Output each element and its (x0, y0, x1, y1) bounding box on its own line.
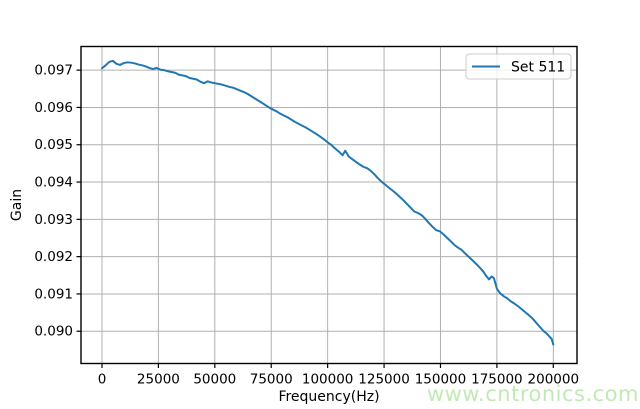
y-tick-label: 0.090 (34, 324, 73, 340)
axes-frame (80, 45, 578, 365)
x-tick-label: 200000 (528, 372, 580, 388)
y-tick-label: 0.094 (34, 175, 73, 191)
y-tick-label: 0.096 (34, 100, 73, 116)
legend-label: Set 511 (511, 60, 565, 76)
x-axis-label: Frequency(Hz) (278, 389, 379, 405)
y-tick-label: 0.093 (34, 212, 73, 228)
x-tick-label: 125000 (358, 372, 410, 388)
data-line (100, 59, 555, 346)
x-tick-label: 25000 (137, 372, 180, 388)
y-axis-label: Gain (9, 189, 25, 221)
y-tick-label: 0.092 (34, 249, 73, 265)
y-tick-label: 0.091 (34, 286, 73, 302)
y-tick-label: 0.095 (34, 137, 73, 153)
x-tick-label: 150000 (415, 372, 467, 388)
x-tick-label: 175000 (471, 372, 523, 388)
x-tick-label: 100000 (302, 372, 354, 388)
y-tick-label: 0.097 (34, 63, 73, 79)
x-tick-label: 75000 (250, 372, 293, 388)
legend-box (465, 53, 572, 80)
x-tick-label: 0 (98, 372, 107, 388)
x-tick-label: 50000 (193, 372, 236, 388)
